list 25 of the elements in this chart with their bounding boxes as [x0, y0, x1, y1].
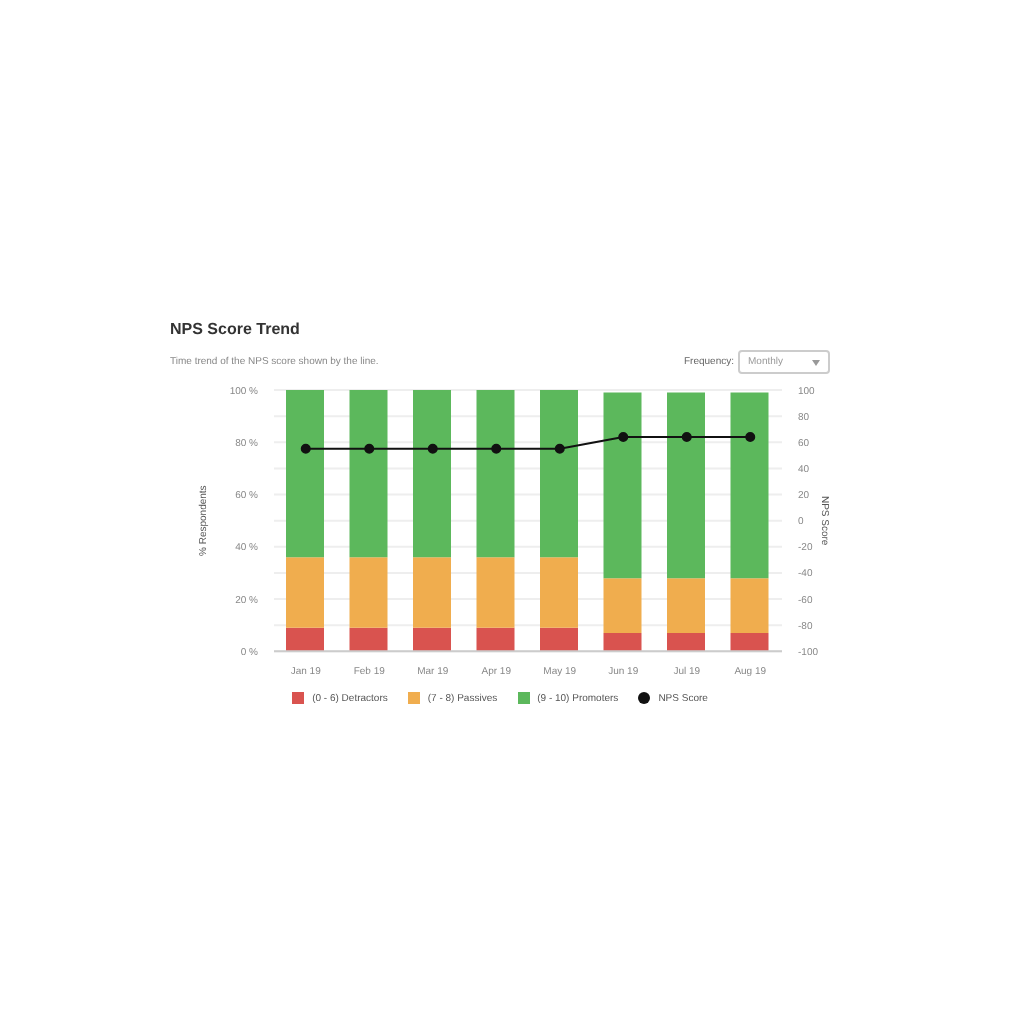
- bar: [540, 627, 578, 652]
- bar: [286, 390, 324, 558]
- bar: [476, 390, 515, 558]
- bar: [286, 627, 324, 652]
- bar: [476, 627, 515, 652]
- bar: [349, 390, 388, 558]
- bar: [349, 627, 388, 652]
- bar: [349, 557, 388, 628]
- chart-title: NPS Score Trend: [170, 320, 302, 338]
- bar: [730, 578, 769, 634]
- bar: [730, 392, 769, 579]
- bar: [540, 390, 578, 558]
- bar: [730, 633, 769, 652]
- bar: [413, 390, 451, 558]
- bar: [540, 557, 578, 628]
- bar: [413, 557, 451, 628]
- bar: [667, 392, 705, 579]
- bar: [667, 578, 705, 634]
- bar: [476, 557, 515, 628]
- bar: [667, 633, 705, 652]
- bar: [413, 627, 451, 652]
- bar: [286, 557, 324, 628]
- bar: [603, 392, 642, 579]
- bar: [603, 633, 642, 652]
- bar: [603, 578, 642, 634]
